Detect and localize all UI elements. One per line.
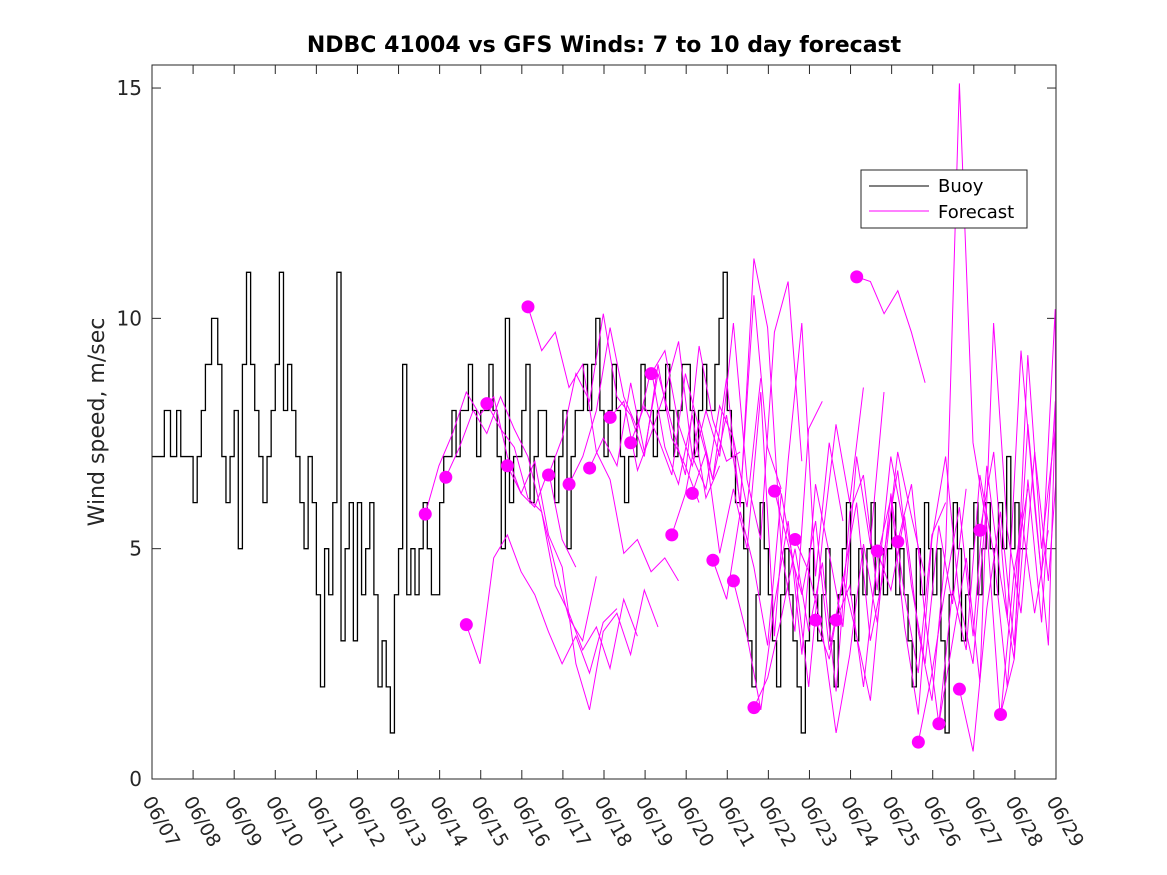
forecast-series xyxy=(418,83,1057,752)
buoy-series xyxy=(152,271,1028,734)
forecast-run-line-3 xyxy=(486,403,638,671)
forecast-start-point-3 xyxy=(480,397,494,411)
forecast-run-line-22 xyxy=(876,83,1029,720)
forecast-start-point-24 xyxy=(911,735,925,749)
forecast-start-point-10 xyxy=(624,436,638,450)
forecast-run-line-12 xyxy=(671,258,823,632)
forecast-run-line-19 xyxy=(815,470,967,701)
forecast-start-point-8 xyxy=(583,461,597,475)
y-tick-label-2: 10 xyxy=(117,306,142,330)
legend-buoy-label: Buoy xyxy=(938,176,984,197)
forecast-start-point-28 xyxy=(994,708,1008,722)
forecast-run-line-16 xyxy=(753,456,905,708)
forecast-run-line-20 xyxy=(835,456,988,715)
chart-title: NDBC 41004 vs GFS Winds: 7 to 10 day for… xyxy=(307,33,902,58)
buoy-line xyxy=(152,271,1028,734)
forecast-start-point-9 xyxy=(603,410,617,424)
y-tick-label-0: 0 xyxy=(129,767,142,791)
forecast-run-line-13 xyxy=(691,322,844,637)
forecast-start-point-16 xyxy=(747,701,761,715)
forecast-start-point-20 xyxy=(829,613,843,627)
forecast-start-point-4 xyxy=(500,459,514,473)
forecast-run-line-14 xyxy=(712,387,864,687)
forecast-start-point-26 xyxy=(952,682,966,696)
forecast-run-line-4 xyxy=(506,459,659,711)
legend-box xyxy=(860,169,1028,229)
forecast-start-point-5 xyxy=(521,300,535,314)
plot-frame xyxy=(151,64,1057,780)
forecast-run-line-9 xyxy=(609,341,762,508)
forecast-start-point-11 xyxy=(644,367,658,381)
y-axis-label: Wind speed, m/sec xyxy=(85,318,110,527)
forecast-start-point-22 xyxy=(870,544,884,558)
forecast-start-point-25 xyxy=(932,717,946,731)
y-tick-label-1: 5 xyxy=(129,537,142,561)
forecast-run-line-0 xyxy=(424,390,577,568)
forecast-start-point-1 xyxy=(439,470,453,484)
forecast-start-point-2 xyxy=(459,618,473,632)
forecast-start-point-23 xyxy=(891,535,905,549)
forecast-start-point-6 xyxy=(542,468,556,482)
legend-forecast-label: Forecast xyxy=(938,202,1014,223)
y-axis-ticks: 0 5 10 15 xyxy=(117,76,1056,791)
y-tick-label-3: 15 xyxy=(117,76,142,100)
forecast-start-point-0 xyxy=(418,507,432,521)
forecast-start-point-14 xyxy=(706,553,720,567)
forecast-start-point-15 xyxy=(726,574,740,588)
forecast-run-line-1 xyxy=(445,395,597,643)
forecast-run-line-17 xyxy=(774,451,926,651)
forecast-start-point-21 xyxy=(850,270,864,284)
forecast-run-line-2 xyxy=(465,533,618,675)
forecast-start-point-13 xyxy=(685,486,699,500)
forecast-start-point-27 xyxy=(973,523,987,537)
forecast-run-line-11 xyxy=(650,281,803,540)
forecast-start-point-12 xyxy=(665,528,679,542)
forecast-run-line-5 xyxy=(527,306,679,582)
forecast-run-line-8 xyxy=(589,345,741,476)
forecast-run-line-7 xyxy=(568,327,721,500)
forecast-start-point-18 xyxy=(788,532,802,546)
forecast-start-point-17 xyxy=(768,484,782,498)
forecast-run-line-6 xyxy=(548,313,700,503)
forecast-start-point-7 xyxy=(562,477,576,491)
forecast-run-line-21 xyxy=(856,276,926,383)
forecast-run-line-23 xyxy=(897,474,1049,724)
forecast-start-point-19 xyxy=(809,613,823,627)
legend: Buoy Forecast xyxy=(860,169,1028,229)
